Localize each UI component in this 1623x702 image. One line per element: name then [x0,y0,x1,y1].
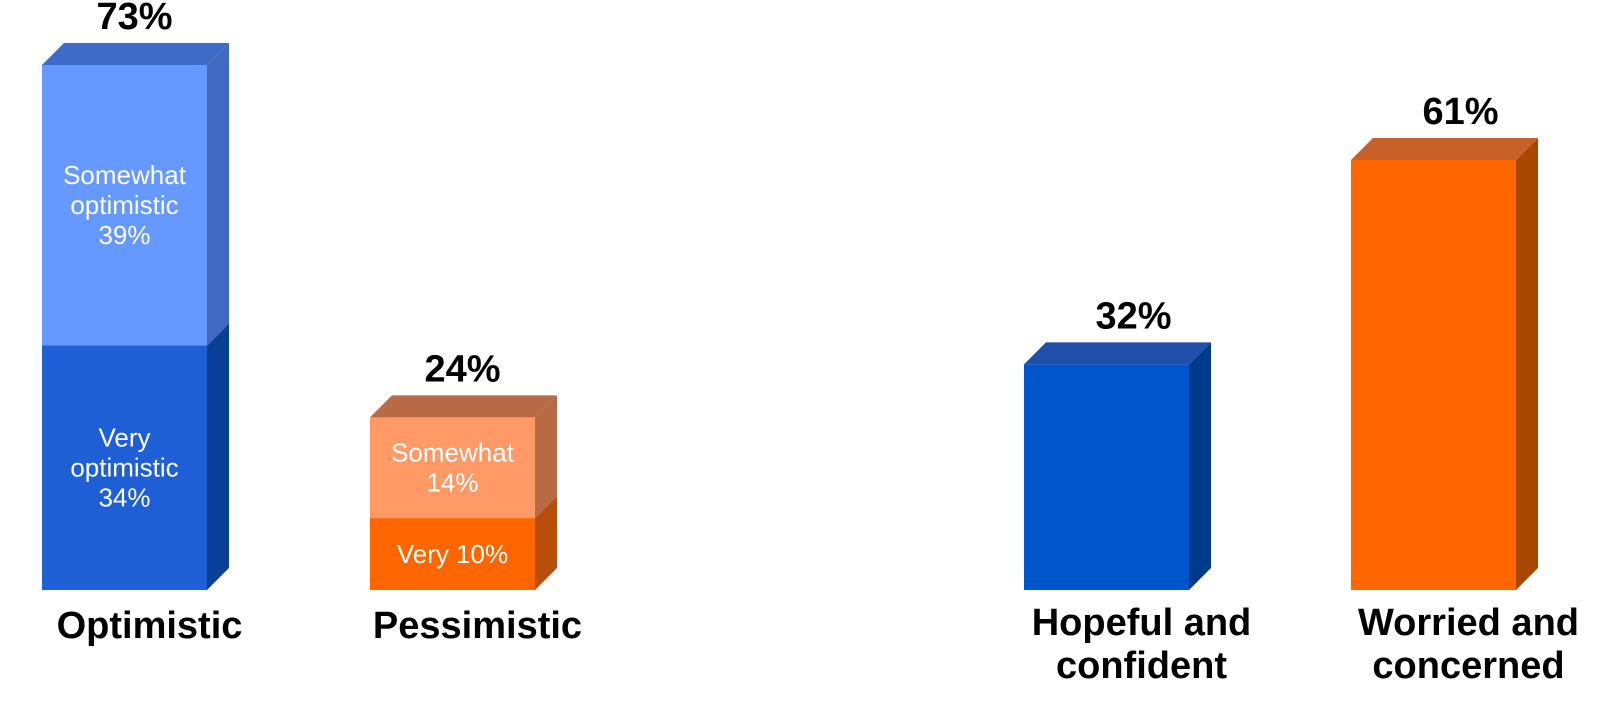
bar-top-face [370,395,557,418]
bar-segment-label: 34% [98,483,150,513]
bar-top-face [42,43,229,65]
bar-segment-side [207,43,229,346]
bar-front [1024,364,1189,590]
bar-segment-side [535,395,557,519]
bar-side [1189,342,1211,590]
bar-segment-label: 14% [426,468,478,498]
bar-segment-front [370,417,535,519]
bar-segment-label: 39% [98,220,150,250]
category-label: confident [1056,645,1227,687]
bar-segment-front [42,345,207,590]
bar-total-label: 73% [96,0,172,38]
category-label: Optimistic [57,605,243,647]
bar-segment-label: Somewhat [63,160,187,190]
bar-top-face [1024,342,1211,365]
category-label: Worried and [1358,602,1579,644]
bar-segment-label: Very 10% [397,539,508,569]
bar-front [1351,160,1516,590]
bar-total-label: 61% [1422,91,1498,133]
category-label: Pessimistic [373,605,582,647]
bar-segment-label: Somewhat [391,438,515,468]
bar-total-label: 32% [1095,295,1171,337]
bar-segment-label: Very [98,423,150,453]
bar-segment-label: optimistic [70,190,178,220]
bar-segment-front [370,518,535,590]
category-label: Hopeful and [1032,602,1252,644]
bar-segment-label: optimistic [70,453,178,483]
bar-segment-front [42,65,207,346]
bar-top-face [1351,138,1538,160]
category-label: concerned [1372,645,1564,687]
bar-segment-side [207,323,229,590]
bar-segment-side [535,496,557,590]
bar-side [1516,138,1538,590]
bar-total-label: 24% [424,348,500,390]
